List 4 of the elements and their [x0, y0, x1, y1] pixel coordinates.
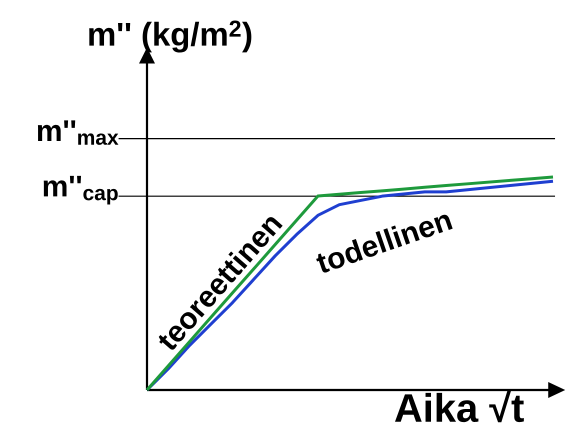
ref-line-label: m''$_{max}$	[38, 120, 118, 145]
x-axis-title: Aika √t	[394, 390, 524, 422]
ref-line-label: m''$_{cap}$	[44, 176, 118, 204]
y-axis-title: m'' (kg/m$^{2}$)	[89, 20, 252, 53]
